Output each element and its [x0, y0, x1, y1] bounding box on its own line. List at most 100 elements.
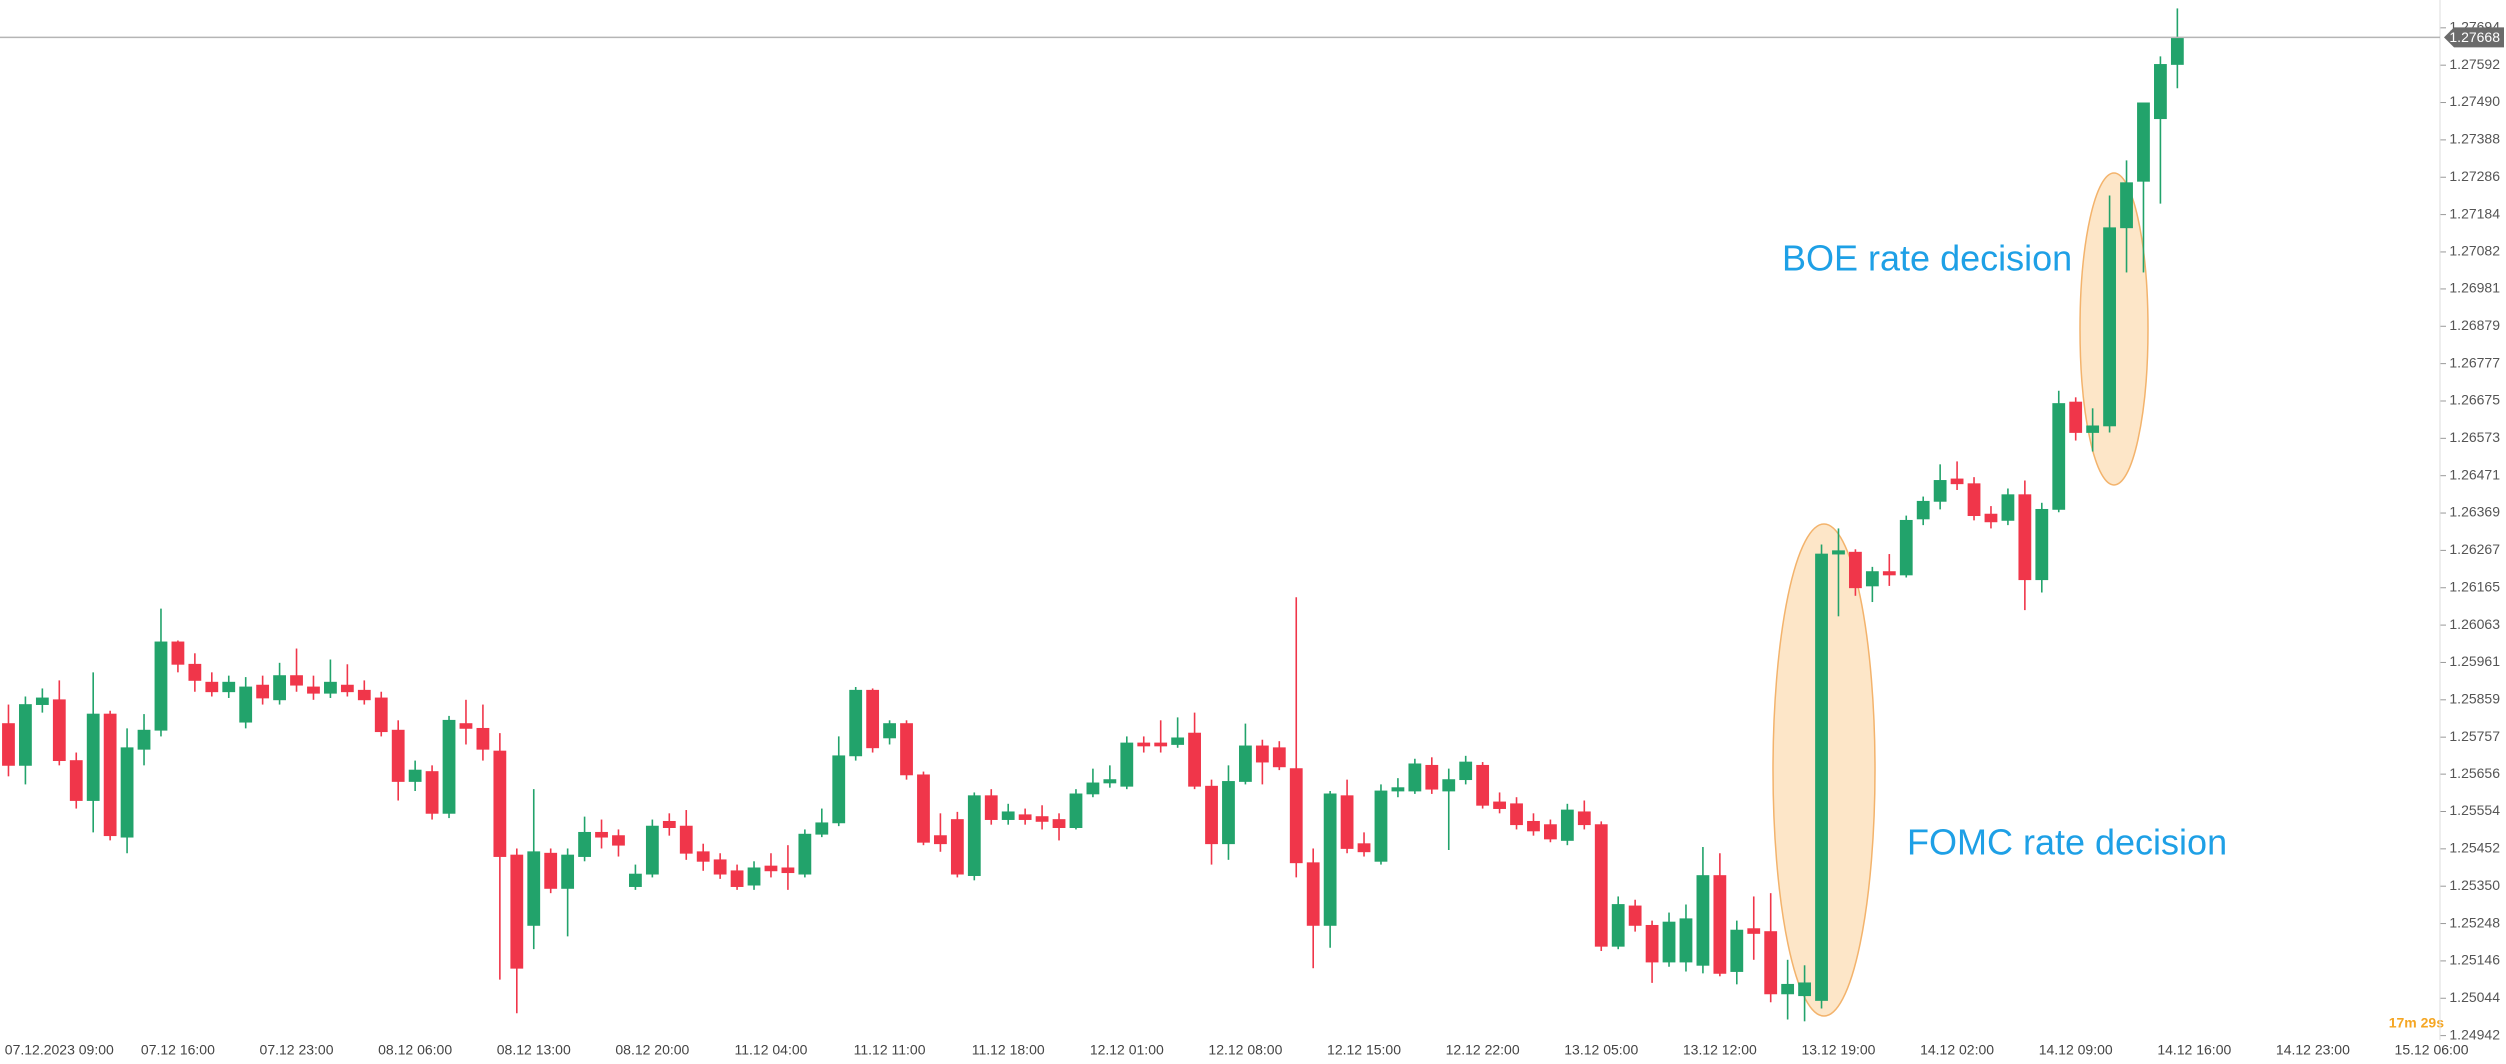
y-tick-label: 1.26879 [2449, 317, 2500, 333]
candle-body [900, 723, 913, 776]
countdown: 17m 29s [2389, 1015, 2444, 1031]
candle-body [1832, 550, 1845, 555]
candle-body [1984, 513, 1998, 523]
y-tick-label: 1.25350 [2449, 877, 2500, 893]
candle-body [1611, 904, 1625, 947]
candle-body [1544, 824, 1557, 840]
candle-body [764, 865, 778, 872]
y-tick-label: 1.25146 [2449, 952, 2500, 968]
candle-body [442, 719, 456, 814]
candle-body [1679, 918, 1693, 963]
last-price-label: 1.27668 [2449, 29, 2500, 45]
candle-body [1069, 793, 1083, 829]
y-tick-label: 1.27184 [2449, 205, 2500, 221]
candle-body [1052, 819, 1066, 829]
candle-body [1289, 768, 1303, 864]
candle-body [1357, 843, 1371, 853]
candle-body [595, 831, 608, 838]
candle-body [222, 681, 236, 693]
candle-body [1527, 820, 1540, 832]
y-tick-label: 1.27592 [2449, 56, 2500, 72]
candle-body [2035, 508, 2049, 581]
candle-body [1510, 803, 1523, 826]
candle-body [950, 819, 964, 875]
x-tick-label: 08.12 13:00 [497, 1042, 571, 1058]
candle-body [984, 795, 998, 820]
candle-body [510, 854, 524, 969]
candle-body [476, 727, 490, 750]
candle-body [1628, 905, 1642, 926]
y-tick-label: 1.27490 [2449, 93, 2500, 109]
last-price-tag [2444, 27, 2504, 48]
candle-body [866, 689, 880, 749]
candle-body [1018, 814, 1032, 820]
x-tick-label: 07.12 23:00 [260, 1042, 334, 1058]
candle-body [2052, 403, 2066, 510]
candle-body [1967, 483, 1981, 517]
candle-body [1747, 928, 1761, 934]
y-tick-label: 1.26471 [2449, 466, 2500, 482]
y-tick-label: 1.25452 [2449, 840, 2500, 856]
candle-body [1865, 571, 1879, 587]
candle-body [188, 663, 202, 681]
candle-body [1137, 742, 1151, 747]
x-tick-label: 14.12 16:00 [2157, 1042, 2231, 1058]
candle-body [1577, 811, 1591, 826]
candle-body [154, 641, 168, 731]
y-tick-label: 1.26777 [2449, 354, 2500, 370]
candle-body [493, 750, 507, 857]
candle-body [1950, 478, 1964, 485]
candle-body [747, 867, 761, 886]
x-tick-label: 07.12.2023 09:00 [5, 1042, 114, 1058]
candle-body [1239, 745, 1252, 782]
candle-body [120, 747, 134, 838]
candle-body [1408, 763, 1422, 792]
candle-body [1120, 742, 1134, 787]
candle-body [324, 681, 337, 694]
y-tick-label: 1.27082 [2449, 243, 2500, 259]
x-tick-label: 14.12 09:00 [2039, 1042, 2113, 1058]
candle-body [239, 686, 253, 723]
candle-body [1662, 921, 1676, 963]
candle-body [273, 675, 286, 701]
candle-body [1154, 742, 1168, 747]
x-tick-label: 12.12 01:00 [1090, 1042, 1164, 1058]
y-tick-label: 1.26267 [2449, 541, 2500, 557]
candle-body [69, 760, 83, 801]
candle-body [1222, 781, 1235, 845]
x-tick-label: 12.12 15:00 [1327, 1042, 1401, 1058]
candle-body [1798, 982, 1811, 997]
candle-body [815, 822, 829, 835]
candle-body [2103, 227, 2116, 427]
x-tick-label: 13.12 19:00 [1801, 1042, 1875, 1058]
y-tick-label: 1.24942 [2449, 1026, 2500, 1042]
candle-body [1188, 732, 1201, 787]
candle-body [1933, 480, 1947, 502]
y-tick-label: 1.26165 [2449, 578, 2500, 594]
candle-body [967, 795, 981, 876]
candle-body [408, 769, 422, 782]
candle-body [19, 704, 32, 766]
y-tick-label: 1.26675 [2449, 392, 2500, 408]
candle-body [1730, 929, 1744, 972]
y-tick-label: 1.25248 [2449, 914, 2500, 930]
x-tick-label: 15.12 06:00 [2395, 1042, 2469, 1058]
candle-body [917, 774, 930, 843]
candle-body [1272, 747, 1286, 768]
y-tick-label: 1.25961 [2449, 653, 2500, 669]
y-tick-label: 1.25757 [2449, 728, 2500, 744]
candle-body [2001, 494, 2015, 521]
candle-body [629, 873, 642, 887]
candle-body [1001, 811, 1015, 820]
candle-body [1493, 801, 1506, 809]
candle-body [1306, 862, 1320, 926]
candle-body [2154, 64, 2167, 120]
y-tick-label: 1.25044 [2449, 989, 2500, 1005]
candle-body [1103, 779, 1117, 784]
x-tick-label: 14.12 23:00 [2276, 1042, 2350, 1058]
candle-body [357, 689, 371, 701]
y-tick-label: 1.26573 [2449, 429, 2500, 445]
candle-body [2018, 494, 2032, 581]
candle-body [832, 755, 846, 824]
